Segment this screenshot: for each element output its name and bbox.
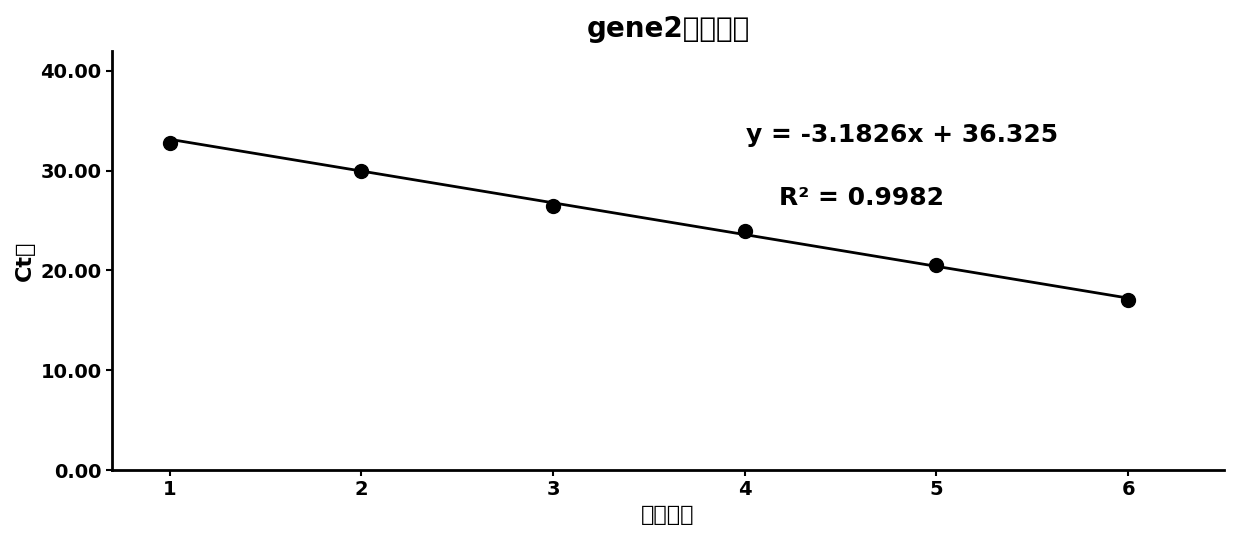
Y-axis label: Ct值: Ct值 bbox=[15, 240, 35, 281]
Point bbox=[927, 261, 947, 270]
Title: gene2基因引物: gene2基因引物 bbox=[586, 15, 750, 43]
Text: y = -3.1826x + 36.325: y = -3.1826x + 36.325 bbox=[746, 123, 1058, 147]
Point bbox=[352, 166, 372, 175]
Point bbox=[1119, 296, 1139, 305]
Point bbox=[735, 226, 755, 235]
Point bbox=[543, 201, 563, 210]
Text: R² = 0.9982: R² = 0.9982 bbox=[779, 186, 944, 210]
X-axis label: 浓度梯度: 浓度梯度 bbox=[642, 505, 695, 525]
Point bbox=[160, 138, 180, 147]
